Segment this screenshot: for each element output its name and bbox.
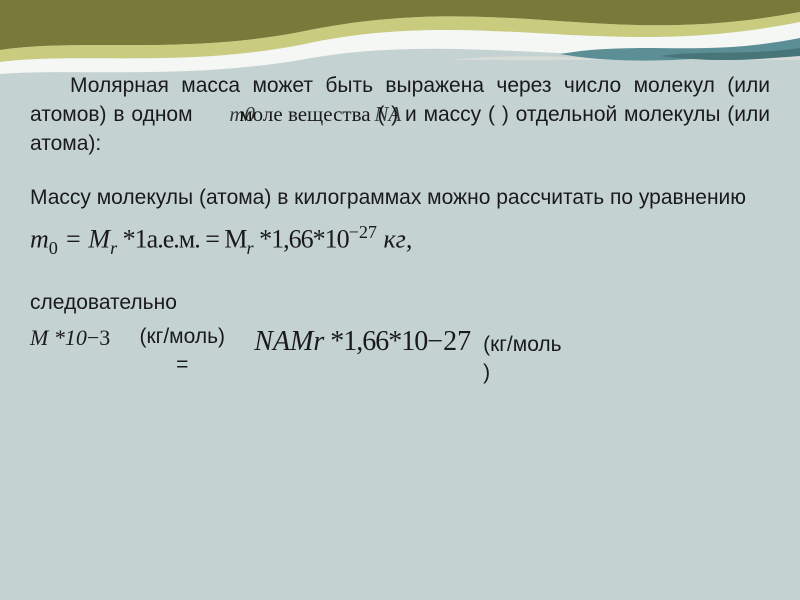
paragraph-3: следовательно — [30, 289, 770, 317]
paragraph-2: Массу молекулы (атома) в килограммах мож… — [30, 184, 770, 212]
formula-2b: NAMr *1,66*10−27 — [254, 323, 471, 361]
formula-row-2: M *10−3 (кг/моль) = NAMr *1,66*10−27 (кг… — [30, 323, 770, 388]
p1-math-m0: m0 — [189, 100, 255, 128]
formula-1: m0 = Mr *1а.е.м. = Mr *1,66*10−27 кг, — [30, 220, 770, 260]
p1-overlap: моле веществаm0NA — [199, 100, 370, 129]
unit-2: (кг/моль ) — [483, 323, 603, 388]
paragraph-1: Молярная масса может быть выражена через… — [30, 72, 770, 158]
formula-2a: M *10−3 — [30, 323, 110, 353]
unit-1: (кг/моль) = — [122, 323, 242, 380]
slide-content: Молярная масса может быть выражена через… — [30, 72, 770, 388]
p1-math-na: NA — [334, 100, 401, 128]
